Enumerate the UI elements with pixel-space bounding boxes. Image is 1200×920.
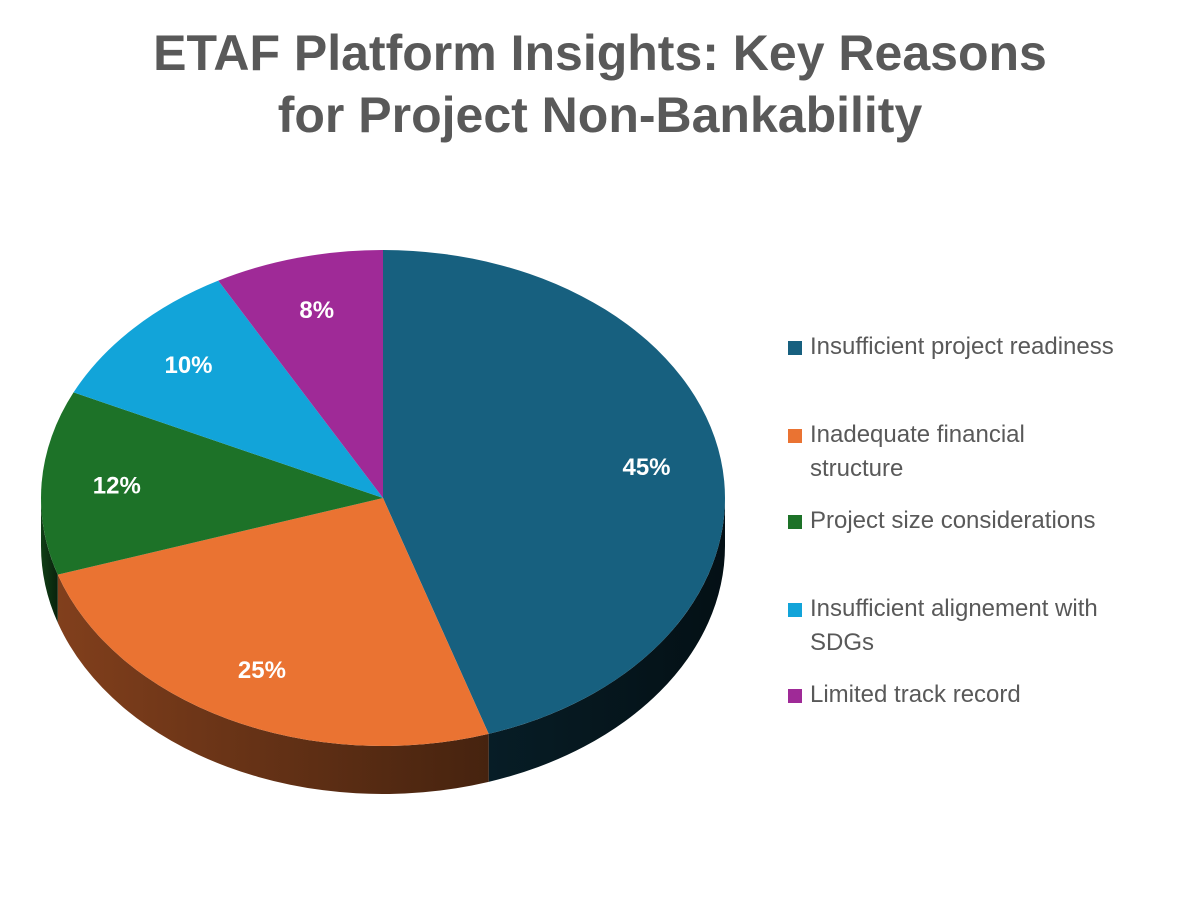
legend-item-limited-track-record[interactable]: Limited track record <box>788 678 1188 712</box>
pie-side-project-size-considerations <box>41 498 58 623</box>
legend-swatch <box>788 515 802 529</box>
legend-item-insufficient-project-readiness[interactable]: Insufficient project readiness <box>788 330 1188 364</box>
pie-depth <box>41 498 725 794</box>
pie-slices <box>40 250 725 746</box>
legend-swatch <box>788 689 802 703</box>
pie-data-labels: 45% 25% 12% 10% 8% <box>93 297 671 684</box>
pie-slice-inadequate-financial-structure[interactable] <box>57 498 489 746</box>
pie-slice-project-size-considerations[interactable] <box>40 392 383 575</box>
pie-slice-insufficient-project-readiness[interactable] <box>383 250 725 734</box>
pie-slice-insufficient-alignement-with-sdgs[interactable] <box>73 280 384 498</box>
legend: Insufficient project readiness Inadequat… <box>788 330 1188 712</box>
data-label-project-size-considerations: 12% <box>93 472 141 499</box>
legend-swatch <box>788 429 802 443</box>
legend-label: Project size considerations <box>810 507 1096 534</box>
data-label-insufficient-project-readiness: 45% <box>622 454 670 481</box>
chart-title: ETAF Platform Insights: Key Reasons for … <box>0 22 1200 146</box>
legend-item-project-size-considerations[interactable]: Project size considerations <box>788 504 1188 538</box>
data-label-limited-track-record: 8% <box>299 297 334 324</box>
legend-label: Insufficient alignement with SDGs <box>810 595 1098 656</box>
legend-label: Insufficient project readiness <box>810 333 1114 360</box>
pie-side-insufficient-project-readiness <box>488 498 725 782</box>
pie-slice-limited-track-record[interactable] <box>218 250 383 498</box>
chart-title-line-2: for Project Non-Bankability <box>277 87 923 143</box>
legend-label: Limited track record <box>810 681 1021 708</box>
legend-swatch <box>788 341 802 355</box>
legend-item-insufficient-alignement-with-sdgs[interactable]: Insufficient alignement with SDGs <box>788 592 1160 660</box>
data-label-insufficient-alignement-with-sdgs: 10% <box>164 352 212 379</box>
data-label-inadequate-financial-structure: 25% <box>238 657 286 684</box>
legend-label: Inadequate financial structure <box>810 421 1025 482</box>
legend-swatch <box>788 603 802 617</box>
legend-item-inadequate-financial-structure[interactable]: Inadequate financial structure <box>788 418 1090 486</box>
pie-side-inadequate-financial-structure <box>57 574 489 794</box>
chart-title-line-1: ETAF Platform Insights: Key Reasons <box>153 25 1047 81</box>
